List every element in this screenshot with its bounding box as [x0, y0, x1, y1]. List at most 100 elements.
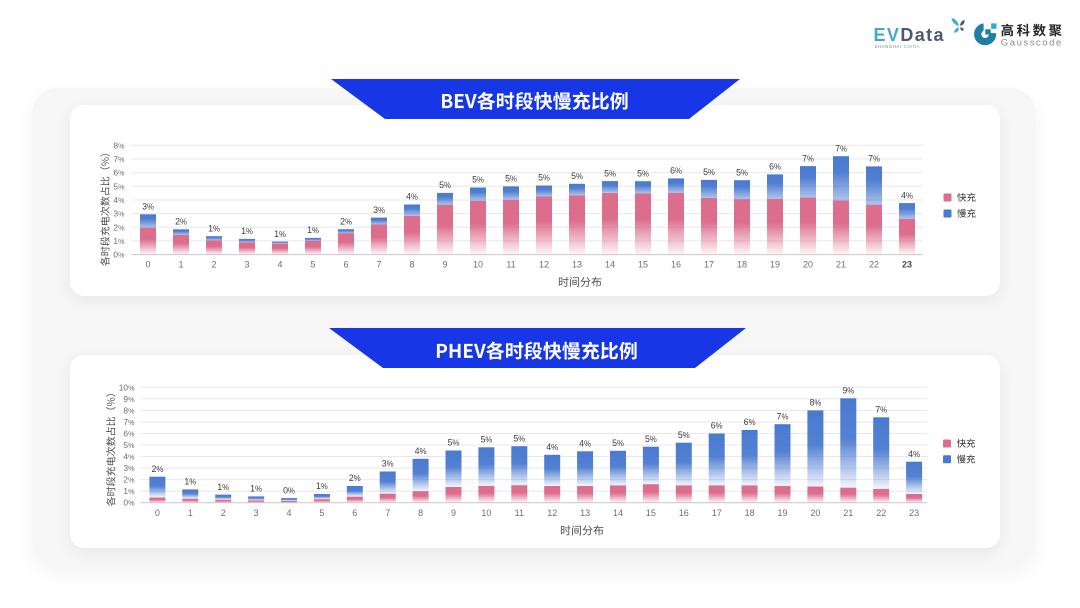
svg-text:22: 22: [869, 260, 879, 270]
svg-text:3%: 3%: [373, 205, 385, 215]
svg-text:5%: 5%: [513, 433, 525, 443]
svg-text:4%: 4%: [123, 452, 135, 462]
svg-text:Gausscode: Gausscode: [1001, 38, 1063, 49]
svg-text:4%: 4%: [546, 442, 558, 452]
svg-text:1: 1: [188, 508, 193, 518]
svg-text:7%: 7%: [123, 417, 135, 427]
svg-text:2%: 2%: [340, 216, 352, 226]
svg-text:3%: 3%: [382, 459, 394, 469]
svg-text:1%: 1%: [217, 482, 229, 492]
svg-text:5%: 5%: [637, 168, 649, 178]
svg-text:5%: 5%: [439, 180, 451, 190]
svg-text:4%: 4%: [406, 192, 418, 202]
svg-text:20: 20: [810, 508, 820, 518]
svg-text:9%: 9%: [123, 394, 135, 404]
svg-text:19: 19: [770, 260, 780, 270]
svg-text:7%: 7%: [875, 405, 887, 415]
svg-text:23: 23: [902, 260, 912, 270]
svg-text:1%: 1%: [250, 484, 262, 494]
svg-text:4%: 4%: [415, 446, 427, 456]
svg-text:2: 2: [211, 260, 216, 270]
svg-text:13: 13: [580, 508, 590, 518]
svg-text:6%: 6%: [769, 162, 781, 172]
svg-text:5%: 5%: [645, 434, 657, 444]
svg-text:10: 10: [481, 508, 491, 518]
svg-text:5%: 5%: [736, 167, 748, 177]
svg-text:2%: 2%: [113, 222, 125, 232]
svg-text:8%: 8%: [809, 398, 821, 408]
svg-text:1%: 1%: [184, 477, 196, 487]
svg-text:7%: 7%: [777, 411, 789, 421]
svg-text:14: 14: [605, 260, 615, 270]
svg-text:5: 5: [310, 260, 315, 270]
svg-text:5%: 5%: [703, 167, 715, 177]
svg-text:6%: 6%: [744, 417, 756, 427]
svg-text:8%: 8%: [113, 140, 125, 150]
svg-text:21: 21: [836, 260, 846, 270]
svg-text:7%: 7%: [868, 154, 880, 164]
svg-text:12: 12: [539, 260, 549, 270]
svg-text:6%: 6%: [113, 168, 125, 178]
svg-text:5%: 5%: [448, 438, 460, 448]
svg-text:5%: 5%: [604, 168, 616, 178]
svg-text:0%: 0%: [113, 250, 125, 260]
svg-text:9%: 9%: [842, 386, 854, 396]
svg-text:2%: 2%: [349, 473, 361, 483]
svg-text:17: 17: [704, 260, 714, 270]
svg-text:5%: 5%: [123, 440, 135, 450]
svg-text:10: 10: [473, 260, 483, 270]
svg-text:0%: 0%: [123, 498, 135, 508]
svg-text:7: 7: [385, 508, 390, 518]
svg-text:5%: 5%: [113, 181, 125, 191]
svg-text:3: 3: [254, 508, 259, 518]
svg-text:5%: 5%: [571, 171, 583, 181]
svg-text:2%: 2%: [123, 475, 135, 485]
svg-text:11: 11: [506, 260, 515, 270]
svg-text:14: 14: [613, 508, 623, 518]
svg-text:5%: 5%: [538, 173, 550, 183]
svg-text:11: 11: [515, 508, 524, 518]
svg-text:2%: 2%: [175, 217, 187, 227]
svg-text:1%: 1%: [241, 226, 253, 236]
svg-text:23: 23: [909, 508, 919, 518]
svg-text:18: 18: [745, 508, 755, 518]
svg-text:7: 7: [376, 260, 381, 270]
svg-text:1%: 1%: [123, 486, 135, 496]
svg-text:6%: 6%: [670, 166, 682, 176]
svg-text:13: 13: [572, 260, 582, 270]
svg-text:1: 1: [178, 260, 183, 270]
svg-text:4%: 4%: [113, 195, 125, 205]
svg-text:5: 5: [319, 508, 324, 518]
svg-text:9: 9: [442, 260, 447, 270]
svg-text:3%: 3%: [123, 463, 135, 473]
svg-text:20: 20: [803, 260, 813, 270]
svg-text:1%: 1%: [307, 225, 319, 235]
svg-text:0: 0: [145, 260, 150, 270]
svg-text:3%: 3%: [142, 202, 154, 212]
svg-text:0: 0: [155, 508, 160, 518]
svg-text:12: 12: [547, 508, 557, 518]
svg-text:4%: 4%: [908, 449, 920, 459]
svg-text:7%: 7%: [835, 143, 847, 153]
svg-text:7%: 7%: [802, 153, 814, 163]
svg-text:15: 15: [646, 508, 656, 518]
svg-text:4%: 4%: [901, 190, 913, 200]
svg-text:SHANGHAI CHINA: SHANGHAI CHINA: [875, 44, 921, 49]
svg-text:5%: 5%: [472, 175, 484, 185]
svg-text:3%: 3%: [113, 209, 125, 219]
svg-text:22: 22: [876, 508, 886, 518]
svg-text:16: 16: [671, 260, 681, 270]
svg-text:9: 9: [451, 508, 456, 518]
svg-text:6%: 6%: [123, 429, 135, 439]
svg-text:7%: 7%: [113, 154, 125, 164]
svg-text:4%: 4%: [579, 439, 591, 449]
svg-text:8%: 8%: [123, 405, 135, 415]
svg-text:6: 6: [343, 260, 348, 270]
svg-text:1%: 1%: [274, 229, 286, 239]
svg-text:8: 8: [418, 508, 423, 518]
svg-text:10%: 10%: [119, 382, 135, 392]
svg-text:21: 21: [843, 508, 853, 518]
svg-text:3: 3: [244, 260, 249, 270]
svg-text:6%: 6%: [711, 421, 723, 431]
svg-text:5%: 5%: [612, 438, 624, 448]
